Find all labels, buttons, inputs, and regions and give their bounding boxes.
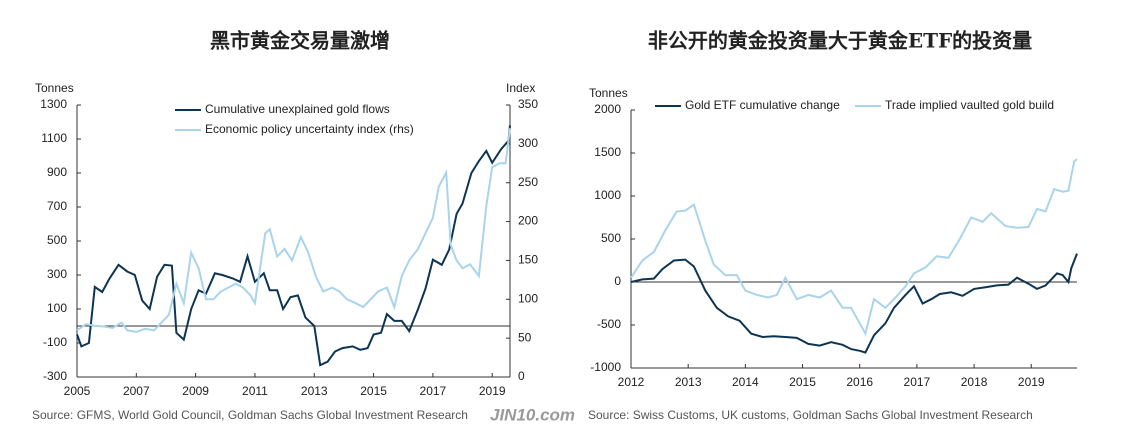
x-tick-label: 2014: [732, 375, 759, 389]
legend-label: Economic policy uncertainty index (rhs): [205, 122, 414, 136]
y-axis-label: Tonnes: [35, 81, 74, 95]
y2-tick-label: 100: [518, 291, 538, 305]
x-tick-label: 2019: [1018, 375, 1045, 389]
y-tick-label: 1000: [594, 188, 621, 202]
y-tick-label: -1000: [590, 360, 621, 374]
x-tick-label: 2019: [479, 384, 506, 398]
series-line: [76, 128, 511, 333]
y-tick-label: 300: [47, 267, 67, 281]
y-tick-label: 1100: [41, 131, 67, 145]
chart-title: 非公开的黄金投资量大于黄金ETF的投资量: [648, 29, 1032, 53]
y2-axis-label: Index: [506, 81, 535, 95]
legend-label: Gold ETF cumulative change: [685, 98, 840, 112]
y-tick-label: 0: [614, 274, 621, 288]
y2-tick-label: 250: [518, 175, 538, 189]
x-tick-label: 2009: [182, 384, 209, 398]
y-tick-label: -300: [43, 369, 67, 383]
y-tick-label: -100: [43, 335, 67, 349]
source: Source: GFMS, World Gold Council, Goldma…: [32, 408, 468, 422]
chart-title: 黑市黄金交易量激增: [210, 29, 390, 53]
y-tick-label: 100: [47, 301, 67, 315]
x-tick-label: 2015: [789, 375, 816, 389]
series-line: [630, 253, 1078, 354]
y-tick-label: 900: [47, 165, 67, 179]
x-tick-label: 2017: [904, 375, 931, 389]
series-line: [630, 158, 1078, 337]
x-tick-label: 2015: [360, 384, 387, 398]
series-line: [76, 125, 511, 367]
x-tick-label: 2016: [846, 375, 873, 389]
y2-tick-label: 0: [518, 369, 525, 383]
y2-tick-label: 300: [518, 136, 538, 150]
y-tick-label: 500: [601, 231, 621, 245]
y-tick-label: 1500: [594, 145, 621, 159]
y2-tick-label: 150: [518, 253, 538, 267]
y-tick-label: 2000: [594, 102, 621, 116]
y-tick-label: 500: [47, 233, 67, 247]
x-tick-label: 2011: [242, 384, 268, 398]
y-tick-label: -500: [597, 317, 621, 331]
watermark: JIN10.com: [490, 405, 575, 424]
x-tick-label: 2017: [420, 384, 447, 398]
x-tick-label: 2005: [64, 384, 91, 398]
y-tick-label: 700: [47, 199, 67, 213]
x-tick-label: 2013: [675, 375, 702, 389]
y2-tick-label: 200: [518, 214, 538, 228]
x-tick-label: 2007: [123, 384, 150, 398]
legend-label: Cumulative unexplained gold flows: [205, 102, 390, 116]
source: Source: Swiss Customs, UK customs, Goldm…: [588, 408, 1033, 422]
y2-tick-label: 350: [518, 97, 538, 111]
x-tick-label: 2012: [618, 375, 645, 389]
y-tick-label: 1300: [40, 97, 67, 111]
y-axis-label: Tonnes: [589, 86, 628, 100]
y2-tick-label: 50: [518, 330, 532, 344]
x-tick-label: 2013: [301, 384, 328, 398]
legend-label: Trade implied vaulted gold build: [885, 98, 1054, 112]
x-tick-label: 2018: [961, 375, 988, 389]
